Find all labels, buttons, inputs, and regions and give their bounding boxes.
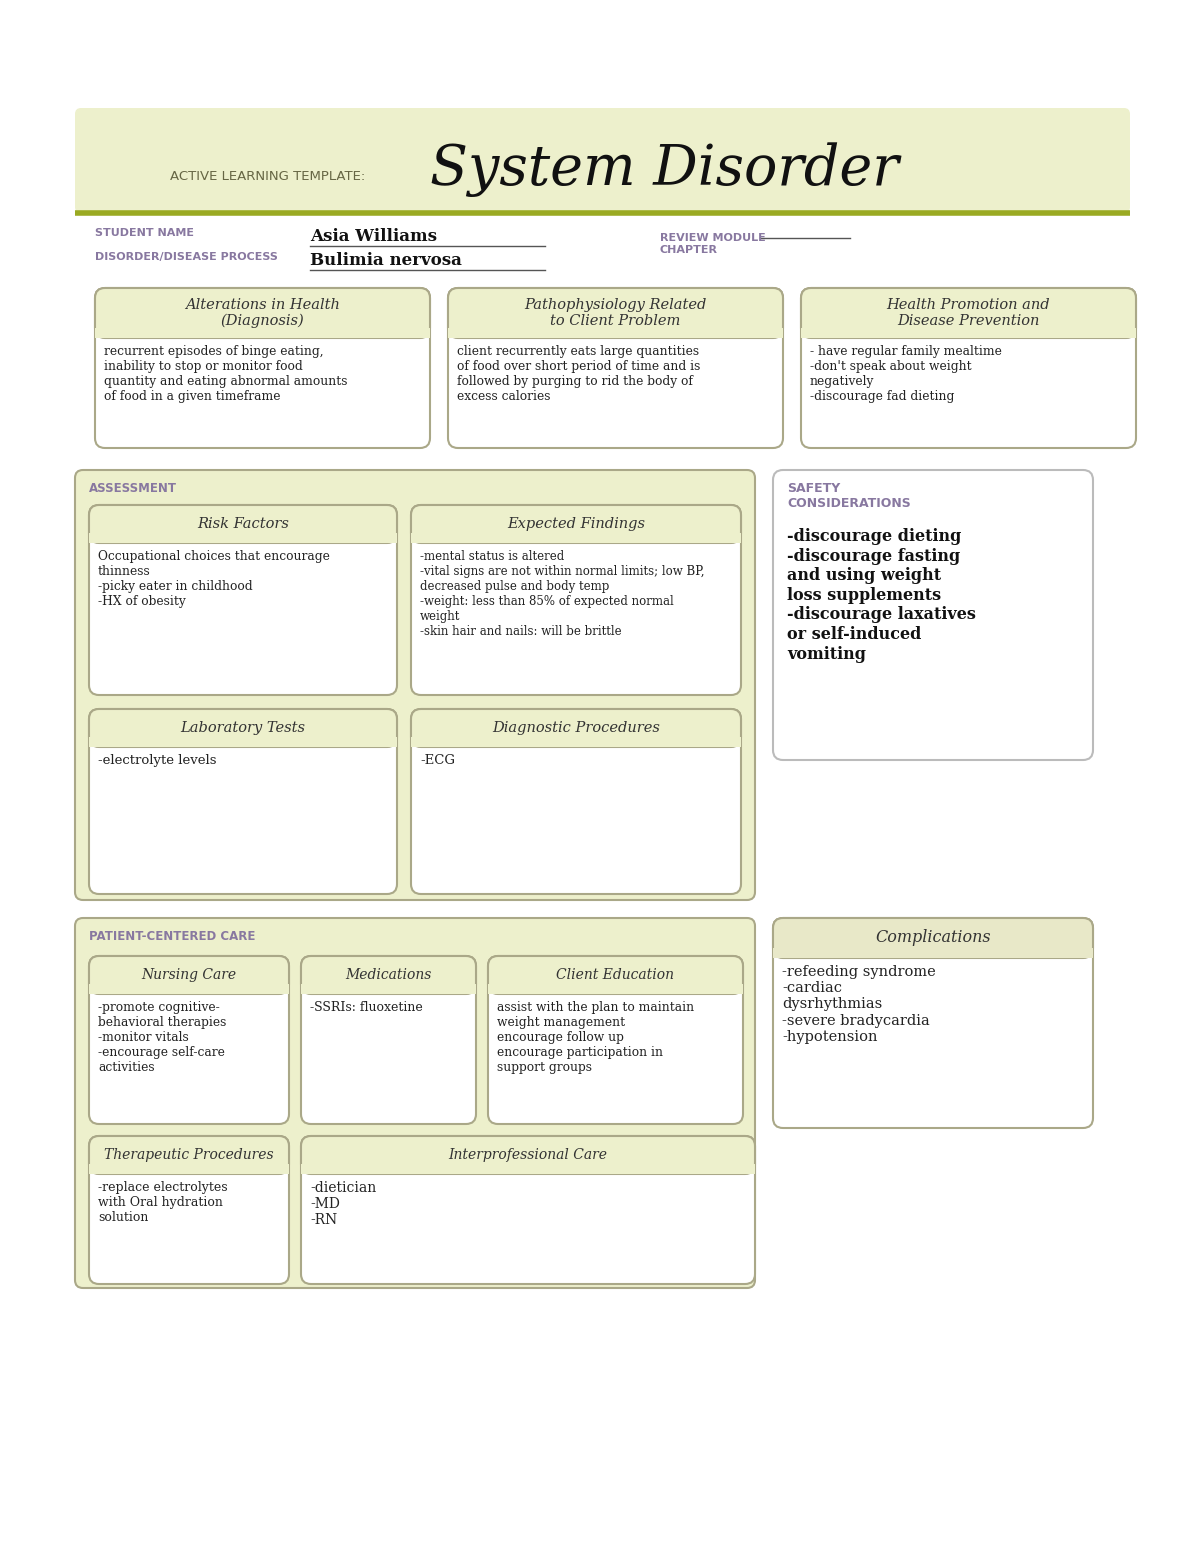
- Text: - have regular family mealtime
-don't speak about weight
negatively
-discourage : - have regular family mealtime -don't sp…: [810, 345, 1002, 402]
- FancyBboxPatch shape: [410, 505, 742, 696]
- Text: SAFETY
CONSIDERATIONS: SAFETY CONSIDERATIONS: [787, 481, 911, 509]
- Text: -discourage dieting
-discourage fasting
and using weight
loss supplements
-disco: -discourage dieting -discourage fasting …: [787, 528, 976, 663]
- FancyBboxPatch shape: [89, 1135, 289, 1284]
- FancyBboxPatch shape: [448, 287, 784, 447]
- Bar: [89, 1165, 289, 1174]
- FancyBboxPatch shape: [74, 471, 755, 901]
- FancyBboxPatch shape: [89, 505, 397, 544]
- FancyBboxPatch shape: [773, 918, 1093, 958]
- Text: -ECG: -ECG: [420, 755, 455, 767]
- FancyBboxPatch shape: [301, 957, 476, 1124]
- Bar: [410, 533, 742, 544]
- Text: -replace electrolytes
with Oral hydration
solution: -replace electrolytes with Oral hydratio…: [98, 1180, 228, 1224]
- Text: ACTIVE LEARNING TEMPLATE:: ACTIVE LEARNING TEMPLATE:: [170, 169, 365, 183]
- Text: -dietician
-MD
-RN: -dietician -MD -RN: [310, 1180, 377, 1227]
- FancyBboxPatch shape: [89, 710, 397, 747]
- Bar: [89, 738, 397, 747]
- Bar: [95, 328, 430, 339]
- Bar: [301, 1165, 755, 1174]
- FancyBboxPatch shape: [89, 710, 397, 895]
- Text: recurrent episodes of binge eating,
inability to stop or monitor food
quantity a: recurrent episodes of binge eating, inab…: [104, 345, 348, 402]
- FancyBboxPatch shape: [301, 957, 476, 994]
- FancyBboxPatch shape: [74, 918, 755, 1287]
- Text: Laboratory Tests: Laboratory Tests: [180, 721, 306, 735]
- FancyBboxPatch shape: [89, 957, 289, 994]
- FancyBboxPatch shape: [74, 109, 1130, 213]
- Text: Health Promotion and
Disease Prevention: Health Promotion and Disease Prevention: [887, 298, 1050, 328]
- FancyBboxPatch shape: [802, 287, 1136, 447]
- Text: Interprofessional Care: Interprofessional Care: [449, 1148, 607, 1162]
- FancyBboxPatch shape: [89, 957, 289, 1124]
- Text: -refeeding syndrome
-cardiac
dysrhythmias
-severe bradycardia
-hypotension: -refeeding syndrome -cardiac dysrhythmia…: [782, 964, 936, 1044]
- Bar: [488, 985, 743, 994]
- Text: Nursing Care: Nursing Care: [142, 968, 236, 981]
- FancyBboxPatch shape: [95, 287, 430, 447]
- Text: Diagnostic Procedures: Diagnostic Procedures: [492, 721, 660, 735]
- Text: Bulimia nervosa: Bulimia nervosa: [310, 252, 462, 269]
- FancyBboxPatch shape: [488, 957, 743, 994]
- Text: Risk Factors: Risk Factors: [197, 517, 289, 531]
- Text: Alterations in Health
(Diagnosis): Alterations in Health (Diagnosis): [185, 298, 340, 328]
- FancyBboxPatch shape: [773, 918, 1093, 1127]
- Text: Expected Findings: Expected Findings: [508, 517, 646, 531]
- FancyBboxPatch shape: [410, 710, 742, 895]
- Text: Therapeutic Procedures: Therapeutic Procedures: [104, 1148, 274, 1162]
- Text: Pathophysiology Related
to Client Problem: Pathophysiology Related to Client Proble…: [524, 298, 707, 328]
- Bar: [802, 328, 1136, 339]
- Bar: [410, 738, 742, 747]
- Text: -electrolyte levels: -electrolyte levels: [98, 755, 216, 767]
- Text: System Disorder: System Disorder: [430, 143, 899, 197]
- FancyBboxPatch shape: [488, 957, 743, 1124]
- Text: ASSESSMENT: ASSESSMENT: [89, 481, 178, 495]
- FancyBboxPatch shape: [89, 505, 397, 696]
- Text: Medications: Medications: [346, 968, 432, 981]
- Bar: [773, 947, 1093, 958]
- Text: -mental status is altered
-vital signs are not within normal limits; low BP,
dec: -mental status is altered -vital signs a…: [420, 550, 704, 638]
- FancyBboxPatch shape: [301, 1135, 755, 1284]
- Bar: [89, 985, 289, 994]
- Bar: [89, 533, 397, 544]
- FancyBboxPatch shape: [410, 710, 742, 747]
- Text: assist with the plan to maintain
weight management
encourage follow up
encourage: assist with the plan to maintain weight …: [497, 1002, 694, 1075]
- FancyBboxPatch shape: [301, 1135, 755, 1174]
- Text: Client Education: Client Education: [557, 968, 674, 981]
- Bar: [448, 328, 784, 339]
- FancyBboxPatch shape: [802, 287, 1136, 339]
- Text: -promote cognitive-
behavioral therapies
-monitor vitals
-encourage self-care
ac: -promote cognitive- behavioral therapies…: [98, 1002, 227, 1075]
- FancyBboxPatch shape: [410, 505, 742, 544]
- Text: -SSRIs: fluoxetine: -SSRIs: fluoxetine: [310, 1002, 422, 1014]
- Text: PATIENT-CENTERED CARE: PATIENT-CENTERED CARE: [89, 930, 256, 943]
- Text: Complications: Complications: [875, 930, 991, 946]
- Text: Occupational choices that encourage
thinness
-picky eater in childhood
-HX of ob: Occupational choices that encourage thin…: [98, 550, 330, 609]
- Text: DISORDER/DISEASE PROCESS: DISORDER/DISEASE PROCESS: [95, 252, 278, 262]
- Text: Asia Williams: Asia Williams: [310, 228, 437, 245]
- FancyBboxPatch shape: [448, 287, 784, 339]
- Bar: [301, 985, 476, 994]
- FancyBboxPatch shape: [95, 287, 430, 339]
- Text: REVIEW MODULE
CHAPTER: REVIEW MODULE CHAPTER: [660, 233, 766, 255]
- Text: client recurrently eats large quantities
of food over short period of time and i: client recurrently eats large quantities…: [457, 345, 701, 402]
- FancyBboxPatch shape: [773, 471, 1093, 759]
- FancyBboxPatch shape: [89, 1135, 289, 1174]
- Text: STUDENT NAME: STUDENT NAME: [95, 228, 194, 238]
